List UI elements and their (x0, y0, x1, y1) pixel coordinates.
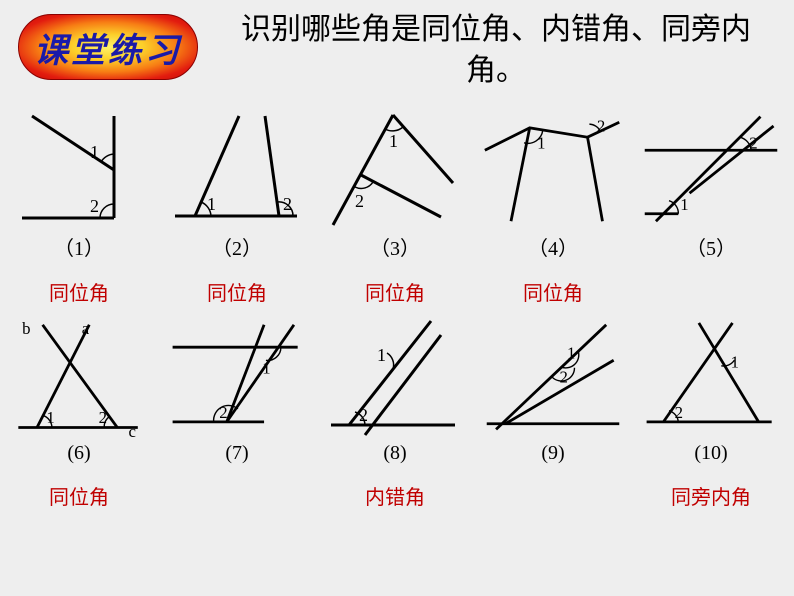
diagram-3: 1 2 (325, 106, 465, 230)
label-1: 1 (680, 195, 688, 214)
caption-1: （1） (54, 232, 104, 261)
label-2: 2 (99, 408, 107, 427)
caption-4: （4） (528, 232, 578, 261)
diagram-5: 2 1 (641, 106, 781, 230)
row-2: b a c 1 2 (6) 同位角 1 (0, 316, 794, 526)
diagram-9: 1 2 (483, 316, 623, 440)
answer-6: 同位角 (49, 481, 109, 507)
caption-10: (10) (694, 442, 727, 465)
label-2: 2 (749, 133, 757, 152)
answer-4: 同位角 (523, 277, 583, 303)
label-1: 1 (90, 142, 99, 162)
caption-8: (8) (383, 442, 406, 465)
cell-8: 1 2 (8) 内错角 (316, 316, 474, 526)
label-c: c (128, 422, 135, 441)
cell-2: 1 2 （2） 同位角 (158, 106, 316, 316)
page-title: 识别哪些角是同位角、内错角、同旁内角。 (216, 10, 776, 91)
answer-3: 同位角 (365, 277, 425, 303)
diagram-2: 1 2 (167, 106, 307, 230)
cell-6: b a c 1 2 (6) 同位角 (0, 316, 158, 526)
label-1: 1 (262, 358, 270, 377)
label-1: 1 (731, 353, 739, 372)
cell-5: 2 1 （5） (632, 106, 790, 316)
diagram-4: 1 2 (483, 106, 623, 230)
label-a: a (82, 319, 90, 338)
label-1: 1 (207, 194, 216, 214)
diagram-7: 1 2 (167, 316, 307, 440)
diagram-10: 1 2 (641, 316, 781, 440)
caption-5: （5） (686, 232, 736, 261)
answer-2: 同位角 (207, 277, 267, 303)
caption-6: (6) (67, 442, 90, 465)
diagram-grid: 1 2 （1） 同位角 1 2 （2） 同位角 (0, 106, 794, 526)
cell-4: 1 2 （4） 同位角 (474, 106, 632, 316)
cell-7: 1 2 (7) (158, 316, 316, 526)
caption-7: (7) (225, 442, 248, 465)
diagram-8: 1 2 (325, 316, 465, 440)
answer-8: 内错角 (365, 481, 425, 507)
label-1: 1 (537, 133, 545, 152)
lesson-badge: 课堂练习 (18, 14, 198, 80)
cell-9: 1 2 (9) (474, 316, 632, 526)
caption-3: （3） (370, 232, 420, 261)
label-b: b (22, 319, 30, 338)
diagram-6: b a c 1 2 (9, 316, 149, 440)
cell-3: 1 2 （3） 同位角 (316, 106, 474, 316)
row-1: 1 2 （1） 同位角 1 2 （2） 同位角 (0, 106, 794, 316)
label-2: 2 (283, 194, 292, 214)
label-2: 2 (90, 196, 99, 216)
label-2: 2 (355, 191, 364, 211)
caption-9: (9) (541, 442, 564, 465)
caption-2: （2） (212, 232, 262, 261)
cell-1: 1 2 （1） 同位角 (0, 106, 158, 316)
label-2: 2 (675, 403, 683, 422)
answer-10: 同旁内角 (671, 481, 751, 507)
cell-10: 1 2 (10) 同旁内角 (632, 316, 790, 526)
label-2: 2 (219, 403, 227, 422)
diagram-1: 1 2 (9, 106, 149, 230)
label-1: 1 (567, 343, 575, 362)
label-1: 1 (389, 131, 398, 151)
label-2: 2 (597, 117, 605, 136)
label-2: 2 (359, 405, 368, 425)
answer-1: 同位角 (49, 277, 109, 303)
label-2: 2 (560, 368, 568, 387)
badge-text: 课堂练习 (34, 23, 182, 72)
label-1: 1 (377, 345, 386, 365)
label-1: 1 (46, 408, 54, 427)
